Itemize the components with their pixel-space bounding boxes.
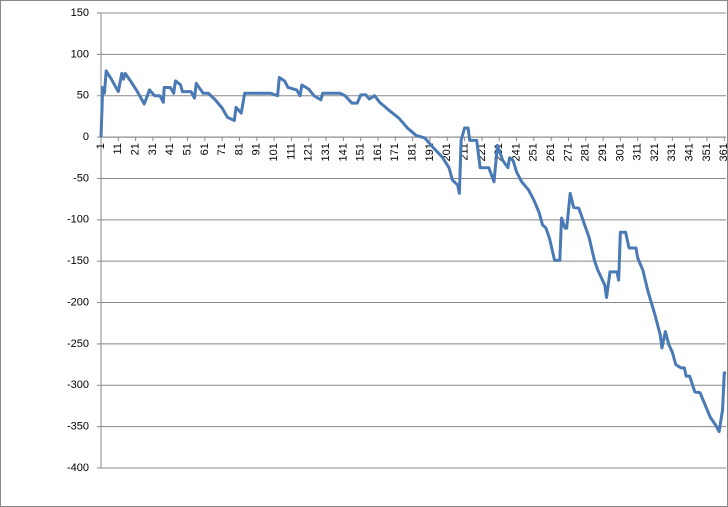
x-tick-label: 281: [580, 143, 592, 161]
x-tick-label: 171: [389, 143, 401, 161]
y-tick-label: 0: [83, 131, 89, 143]
y-tick-label: -400: [67, 462, 89, 474]
y-tick-label: -350: [67, 421, 89, 433]
x-tick-label: 151: [355, 143, 367, 161]
y-tick-label: 100: [71, 48, 89, 60]
x-tick-label: 201: [441, 143, 453, 161]
x-tick-label: 101: [268, 143, 280, 161]
x-tick-label: 331: [666, 143, 678, 161]
x-tick-label: 51: [181, 143, 193, 155]
x-tick-label: 11: [112, 143, 124, 154]
x-tick-label: 341: [684, 143, 696, 161]
x-tick-label: 251: [528, 143, 540, 161]
y-tick-label: -300: [67, 379, 89, 391]
x-tick-label: 271: [562, 143, 574, 161]
x-tick-label: 21: [130, 143, 142, 155]
x-tick-label: 41: [164, 143, 176, 155]
x-tick-label: 61: [199, 143, 211, 155]
y-tick-label: 150: [71, 7, 89, 19]
x-tick-label: 351: [701, 143, 713, 161]
x-tick-label: 121: [303, 143, 315, 161]
x-tick-label: 291: [597, 143, 609, 161]
x-tick-label: 131: [320, 143, 332, 161]
x-tick-label: 31: [147, 143, 159, 155]
x-tick-label: 181: [407, 143, 419, 161]
x-tick-label: 111: [285, 143, 297, 160]
y-tick-label: -150: [67, 255, 89, 267]
x-tick-label: 241: [510, 143, 522, 161]
x-tick-label: 361: [718, 143, 728, 161]
x-tick-label: 1: [95, 143, 107, 149]
x-tick-label: 71: [216, 143, 228, 155]
y-tick-label: -250: [67, 338, 89, 350]
x-tick-label: 321: [649, 143, 661, 161]
y-tick-label: -200: [67, 296, 89, 308]
y-tick-label: -50: [73, 172, 89, 184]
x-tick-label: 161: [372, 143, 384, 161]
y-tick-label: 50: [77, 90, 89, 102]
line-series: [99, 69, 726, 434]
x-tick-label: 301: [614, 143, 626, 161]
x-tick-label: 261: [545, 143, 557, 161]
x-tick-label: 141: [337, 143, 349, 161]
y-tick-label: -100: [67, 214, 89, 226]
x-tick-label: 311: [632, 143, 644, 161]
x-tick-label: 81: [233, 143, 245, 155]
x-tick-label: 91: [251, 143, 263, 155]
